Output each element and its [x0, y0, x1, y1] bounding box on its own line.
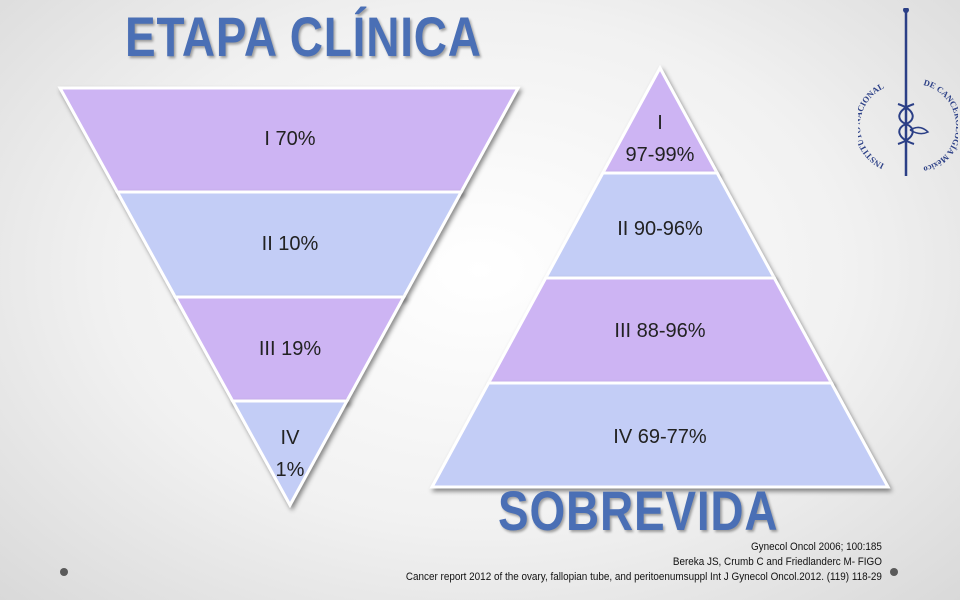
inverted-pyramid-level-4	[230, 399, 350, 509]
inverted-pyramid-level-4-label: IV	[281, 427, 301, 449]
logo-text-left: INSTITUTO NACIONAL	[858, 81, 886, 172]
nav-dot-right[interactable]	[890, 568, 898, 576]
inverted-pyramid-level-1-label: I 70%	[264, 128, 315, 150]
title-etapa-clinica: ETAPA CLÍNICA	[125, 5, 482, 68]
nav-dot-left[interactable]	[60, 568, 68, 576]
survival-pyramid-level-1-label: 97-99%	[626, 144, 695, 166]
reference-line: Gynecol Oncol 2006; 100:185	[751, 541, 882, 553]
survival-pyramid: I 97-99% II 90-96% III 88-96% IV 69-77%	[429, 64, 891, 489]
inverted-pyramid: I 70% II 10% III 19% IV 1%	[57, 86, 521, 509]
references: Gynecol Oncol 2006; 100:185 Bereka JS, C…	[406, 540, 882, 585]
svg-text:INSTITUTO NACIONAL: INSTITUTO NACIONAL	[858, 81, 886, 172]
reference-line: Bereka JS, Crumb C and Friedlanderc M- F…	[672, 556, 882, 568]
reference-line: Cancer report 2012 of the ovary, fallopi…	[405, 571, 882, 583]
title-sobrevida: SOBREVIDA	[498, 479, 779, 542]
survival-pyramid-level-3-label: III 88-96%	[614, 320, 705, 342]
inverted-pyramid-level-2-label: II 10%	[262, 233, 319, 255]
inverted-pyramid-level-3-label: III 19%	[259, 338, 321, 360]
svg-text:DE CANCEROLOGÍA México: DE CANCEROLOGÍA México	[923, 77, 958, 175]
survival-pyramid-level-4-label: IV 69-77%	[613, 426, 707, 448]
survival-pyramid-level-4	[429, 381, 891, 489]
inverted-pyramid-level-4-label: 1%	[276, 459, 305, 481]
logo-text-right: DE CANCEROLOGÍA México	[923, 77, 958, 175]
caduceus-seal-icon: INSTITUTO NACIONAL DE CANCEROLOGÍA Méxic…	[858, 8, 958, 176]
survival-pyramid-level-2-label: II 90-96%	[617, 218, 703, 240]
survival-pyramid-level-1-label: I	[657, 112, 663, 134]
